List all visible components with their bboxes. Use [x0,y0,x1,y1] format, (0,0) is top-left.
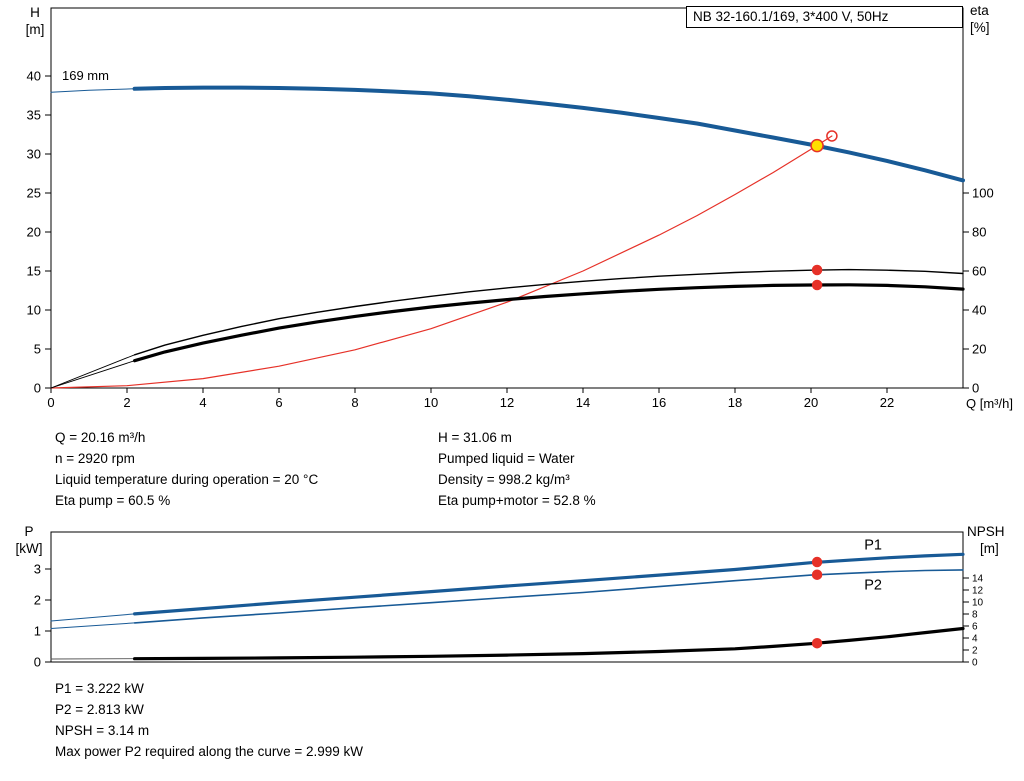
y-right-tick-label: 0 [972,381,979,396]
duty-results-col1: Q = 20.16 m³/h n = 2920 rpm Liquid tempe… [55,427,318,511]
y-right-tick-label: 60 [972,264,986,279]
result-q: Q = 20.16 m³/h [55,430,146,445]
x-tick-label: 22 [880,395,894,410]
h-axis-label: H [30,5,40,20]
eta-pump-motor-curve [133,283,965,363]
y-right-tick-label: 12 [972,586,984,597]
npsh-duty-dot [811,637,823,649]
result-h: H = 31.06 m [438,430,512,445]
npsh-curve [133,626,965,661]
p2-series-label: P2 [864,578,882,594]
p-axis-unit: [kW] [15,541,43,556]
hq-eta-chart: 0 2 4 6 8 10 12 14 16 18 20 22 0 5 10 15 20 25 30 35 40 0 20 40… [27,7,994,410]
eta-pump-duty-dot [811,264,823,276]
result-p2: P2 = 2.813 kW [55,702,144,717]
y-left-tick-label: 35 [27,107,41,122]
x-tick-label: 2 [123,395,130,410]
y-left-tick-label: 3 [34,561,41,576]
y-right-tick-label: 100 [972,186,994,201]
y-left-tick-label: 15 [27,263,41,278]
result-pumped-liquid: Pumped liquid = Water [438,451,575,466]
result-eta-motor: Eta pump+motor = 52.8 % [438,493,596,508]
pump-head-curve [132,85,965,183]
y-right-tick-label: 0 [972,658,978,669]
p1-duty-dot [811,556,823,568]
power-results: P1 = 3.222 kW P2 = 2.813 kW NPSH = 3.14 … [55,678,363,762]
x-tick-label: 0 [47,395,54,410]
y-right-tick-label: 10 [972,598,984,609]
npsh-axis-unit: [m] [980,541,999,556]
eta-pump-curve [133,268,964,356]
duty-point [810,138,824,153]
y-left-tick-label: 20 [27,224,41,239]
result-density: Density = 998.2 kg/m³ [438,472,570,487]
eta-pump-motor-curve-thin-start [50,360,136,389]
x-tick-label: 18 [728,395,742,410]
p-axis-label: P [24,524,34,539]
q-axis-label: Q [m³/h] [966,396,1013,411]
result-eta-pump: Eta pump = 60.5 % [55,493,171,508]
p2-curve [133,569,964,624]
y-left-tick-label: 1 [34,623,41,638]
y-right-tick-label: 6 [972,622,978,633]
y-right-tick-label: 40 [972,303,986,318]
p2-duty-dot [811,569,823,580]
y-right-tick-label: 20 [972,342,986,357]
y-right-tick-label: 2 [972,646,978,657]
y-right-tick-label: 4 [972,634,978,645]
eta-pump-motor-duty-dot [811,279,823,291]
x-tick-label: 10 [424,395,438,410]
pump-head-curve-thin-start [50,88,136,93]
x-tick-label: 14 [576,395,590,410]
eta-axis-label: eta [970,3,989,18]
y-right-tick-label: 14 [972,574,984,585]
plot-frame [50,7,964,389]
x-tick-label: 6 [275,395,282,410]
x-tick-label: 20 [804,395,818,410]
pump-title: NB 32-160.1/169, 3*400 V, 50Hz [693,9,889,24]
p2-curve-thin-start [50,622,136,629]
y-right-tick-label: 80 [972,225,986,240]
x-tick-label: 12 [500,395,514,410]
y-left-tick-label: 2 [34,592,41,607]
p1-series-label: P1 [864,538,882,554]
result-n: n = 2920 rpm [55,451,135,466]
result-p1: P1 = 3.222 kW [55,681,144,696]
y-left-tick-label: 0 [34,655,41,670]
npsh-axis-label: NPSH [967,524,1005,539]
y-left-tick-label: 40 [27,68,41,83]
y-left-tick-label: 25 [27,185,41,200]
result-max-power: Max power P2 required along the curve = … [55,744,364,759]
y-left-tick-label: 0 [34,381,41,396]
impeller-diameter-label: 169 mm [62,68,109,83]
duty-point-open-circle [826,130,838,142]
y-right-tick-label: 8 [972,610,978,621]
x-tick-label: 4 [199,395,206,410]
p1-curve-thin-start [50,613,136,622]
system-curve [50,135,833,389]
h-axis-unit: [m] [25,22,45,37]
eta-axis-unit: [%] [970,20,990,35]
y-left-tick-label: 10 [27,302,41,317]
x-tick-label: 8 [351,395,358,410]
p1-curve [133,552,965,616]
result-npsh: NPSH = 3.14 m [55,723,150,738]
x-tick-label: 16 [652,395,666,410]
y-left-tick-label: 30 [27,146,41,161]
eta-pump-curve-thin-start [50,354,136,389]
duty-results-col2: H = 31.06 m Pumped liquid = Water Densit… [438,427,596,511]
pump-title-box: NB 32-160.1/169, 3*400 V, 50Hz [686,6,963,28]
y-left-tick-label: 5 [34,341,41,356]
result-liquid-temp: Liquid temperature during operation = 20… [55,472,319,487]
